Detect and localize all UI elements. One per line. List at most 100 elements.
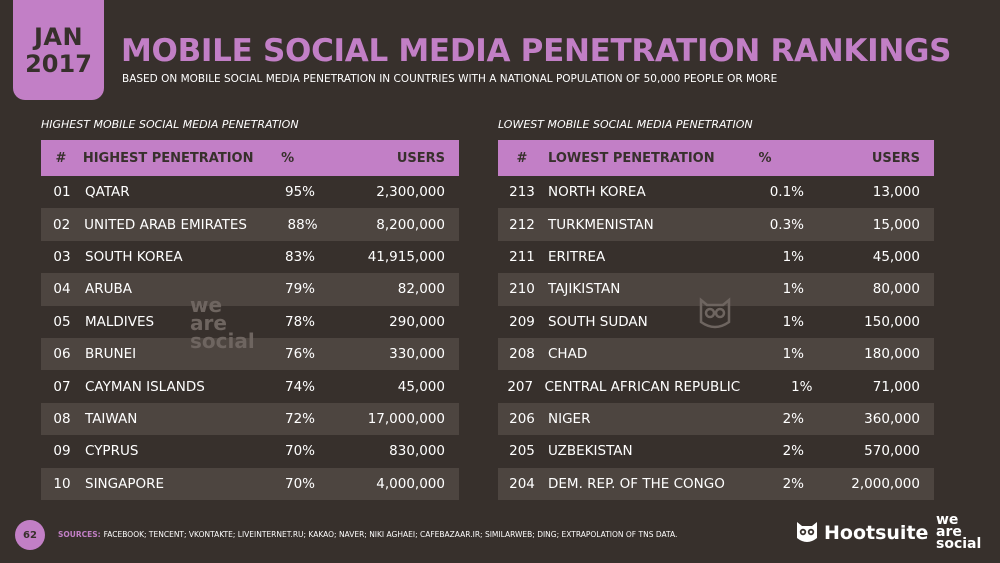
table-row: 204 DEM. REP. OF THE CONGO 2% 2,000,000: [498, 467, 934, 500]
row-country: CENTRAL AFRICAN REPUBLIC: [544, 378, 741, 395]
table-body: 01 QATAR 95% 2,300,000 02 UNITED ARAB EMIRATE…: [41, 176, 459, 500]
table-row: 205 UZBEKISTAN 2% 570,000: [498, 435, 934, 467]
table-row: 03 SOUTH KOREA 83% 41,915,000: [41, 241, 459, 273]
row-users: 15,000: [872, 216, 920, 233]
row-rank: 03: [53, 248, 71, 265]
logo-line: social: [936, 535, 982, 552]
row-percent: 95%: [284, 184, 315, 201]
right-table-label: LOWEST MOBILE SOCIAL MEDIA PENETRATION: [498, 118, 753, 131]
row-users: 13,000: [872, 184, 920, 201]
logo-line: we: [936, 512, 959, 528]
row-users: 4,000,000: [376, 475, 445, 492]
row-users: 180,000: [864, 346, 920, 363]
sources-note: SOURCES: FACEBOOK; TENCENT; VKONTAKTE; LI…: [58, 530, 677, 539]
row-rank: 209: [509, 313, 535, 330]
row-users: 8,200,000: [376, 216, 445, 233]
hootsuite-wordmark: Hootsuite: [824, 522, 929, 544]
row-rank: 210: [509, 281, 535, 298]
row-users: 2,000,000: [851, 475, 920, 492]
table-row: 207 CENTRAL AFRICAN REPUBLIC 1% 71,000: [498, 370, 934, 402]
table-row: 213 NORTH KOREA 0.1% 13,000: [498, 176, 934, 208]
row-users: 830,000: [389, 443, 445, 460]
row-users: 17,000,000: [367, 410, 445, 427]
table-row: 09 CYPRUS 70% 830,000: [41, 435, 459, 467]
date-month: JAN: [33, 22, 84, 51]
table-row: 208 CHAD 1% 180,000: [498, 337, 934, 371]
row-rank: 206: [509, 410, 535, 427]
row-country: NIGER: [548, 410, 591, 427]
row-percent: 1%: [782, 313, 804, 330]
row-country: UNITED ARAB EMIRATES: [84, 216, 247, 233]
watermark-line: we: [190, 293, 223, 317]
we-are-social-logo: we are social: [936, 512, 982, 552]
row-country: CYPRUS: [85, 443, 139, 460]
row-rank: 208: [509, 346, 535, 363]
row-percent: 78%: [284, 313, 315, 330]
row-users: 71,000: [872, 378, 920, 395]
table-row: 01 QATAR 95% 2,300,000: [41, 176, 459, 208]
row-users: 330,000: [389, 346, 445, 363]
row-percent: 88%: [287, 216, 318, 233]
row-percent: 72%: [284, 410, 315, 427]
table-row: 05 MALDIVES 78% 290,000: [41, 306, 459, 338]
owl-icon: [797, 522, 817, 542]
header-percent: %: [758, 150, 772, 166]
header-country: HIGHEST PENETRATION: [82, 150, 254, 166]
highest-penetration-table: # HIGHEST PENETRATION % USERS 01 QATAR 95%…: [41, 140, 459, 500]
row-country: SINGAPORE: [85, 475, 165, 492]
watermark-line: social: [190, 329, 255, 353]
row-rank: 213: [509, 184, 535, 201]
row-users: 80,000: [872, 281, 920, 298]
row-country: NORTH KOREA: [548, 184, 646, 201]
row-rank: 01: [53, 184, 71, 201]
row-rank: 212: [509, 216, 535, 233]
row-rank: 07: [53, 378, 71, 395]
row-percent: 0.1%: [769, 184, 804, 201]
table-row: 06 BRUNEI 76% 330,000: [41, 337, 459, 371]
row-percent: 2%: [782, 443, 804, 460]
owl-watermark-icon: [697, 296, 733, 336]
row-users: 45,000: [872, 248, 920, 265]
row-rank: 06: [53, 346, 71, 363]
row-users: 2,300,000: [376, 184, 445, 201]
table-row: 10 SINGAPORE 70% 4,000,000: [41, 467, 459, 500]
row-country: TAJIKISTAN: [548, 281, 621, 298]
table-row: 07 CAYMAN ISLANDS 74% 45,000: [41, 370, 459, 402]
row-percent: 76%: [284, 346, 315, 363]
table-row: 211 ERITREA 1% 45,000: [498, 241, 934, 273]
logo-line: are: [936, 523, 962, 540]
row-percent: 70%: [284, 443, 315, 460]
row-percent: 1%: [782, 281, 804, 298]
row-country: ARUBA: [85, 281, 132, 298]
row-rank: 211: [509, 248, 535, 265]
row-percent: 2%: [782, 475, 804, 492]
row-percent: 79%: [284, 281, 315, 298]
row-rank: 04: [53, 281, 71, 298]
left-table-label: HIGHEST MOBILE SOCIAL MEDIA PENETRATION: [41, 118, 299, 131]
row-country: CAYMAN ISLANDS: [85, 378, 205, 395]
page-subtitle: BASED ON MOBILE SOCIAL MEDIA PENETRATION…: [122, 73, 778, 85]
row-country: QATAR: [85, 184, 130, 201]
table-row: 209 SOUTH SUDAN 1% 150,000: [498, 306, 934, 338]
row-users: 290,000: [389, 313, 445, 330]
row-rank: 10: [53, 475, 71, 492]
row-rank: 205: [509, 443, 535, 460]
row-users: 45,000: [397, 378, 445, 395]
header-rank: #: [516, 150, 528, 166]
row-rank: 05: [53, 313, 71, 330]
row-users: 570,000: [864, 443, 920, 460]
row-country: TAIWAN: [85, 410, 138, 427]
page-number: 62: [15, 520, 45, 550]
we-are-social-watermark: we are social: [190, 293, 255, 353]
row-percent: 0.3%: [769, 216, 804, 233]
sources-text: FACEBOOK; TENCENT; VKONTAKTE; LIVEINTERN…: [103, 530, 678, 539]
row-percent: 1%: [782, 248, 804, 265]
row-rank: 09: [53, 443, 71, 460]
lowest-penetration-table: # LOWEST PENETRATION % USERS 213 NORTH KO…: [498, 140, 934, 500]
page-title: MOBILE SOCIAL MEDIA PENETRATION RANKINGS: [121, 33, 952, 69]
row-rank: 02: [52, 216, 71, 233]
row-country: CHAD: [548, 346, 588, 363]
row-users: 41,915,000: [367, 248, 445, 265]
row-rank: 08: [53, 410, 71, 427]
date-badge: JAN 2017: [13, 0, 104, 100]
